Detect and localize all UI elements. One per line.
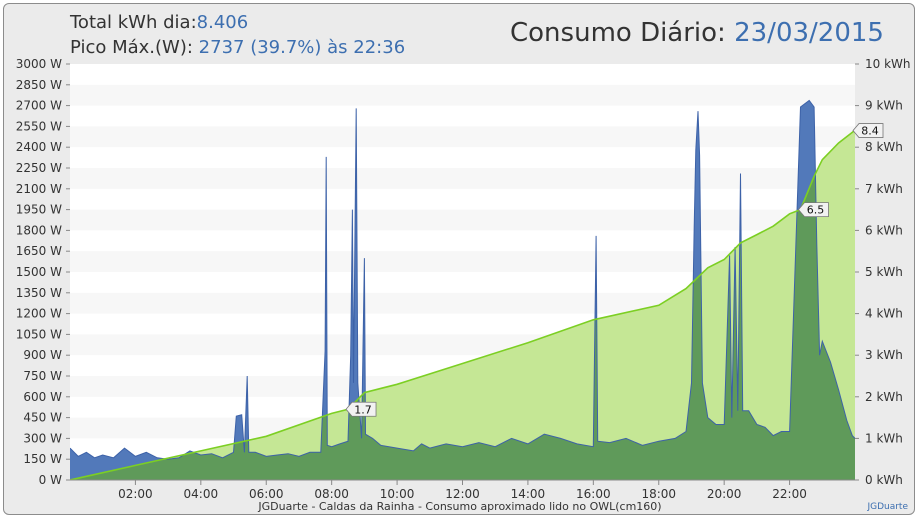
total-kwh-label: Total kWh dia: (70, 12, 197, 33)
annotation-flag (852, 123, 884, 138)
annotation-label: 8.4 (861, 125, 879, 138)
overlap-group (70, 130, 855, 480)
y-left-tick-label: 3000 W (16, 57, 62, 71)
y-right-tick-label: 0 kWh (865, 473, 903, 487)
y-left-tick-label: 1650 W (16, 244, 62, 258)
grid-band (70, 188, 855, 210)
y-left-tick-label: 2400 W (16, 140, 62, 154)
annotation-label: 6.5 (807, 204, 825, 217)
x-tick-label: 14:00 (511, 487, 546, 501)
y-right-tick-label: 6 kWh (865, 223, 903, 237)
total-kwh-row: Total kWh dia:8.406 (70, 12, 248, 33)
annotation-label: 1.7 (354, 403, 372, 416)
y-left-tick-label: 750 W (23, 369, 62, 383)
y-right-tick-label: 8 kWh (865, 140, 903, 154)
x-tick-label: 02:00 (118, 487, 153, 501)
annotation-flag (345, 401, 377, 417)
grid-band (70, 147, 855, 168)
y-right-tick-label: 3 kWh (865, 348, 903, 362)
x-tick-label: 10:00 (380, 487, 415, 501)
y-left-tick-label: 1500 W (16, 265, 62, 279)
y-left-tick-label: 1800 W (16, 223, 62, 237)
energy-annotation: 8.4 (852, 123, 884, 138)
grid-band (70, 230, 855, 252)
y-left-tick-label: 600 W (23, 390, 62, 404)
y-right-tick-label: 2 kWh (865, 390, 903, 404)
x-tick-label: 06:00 (249, 487, 284, 501)
x-tick-label: 22:00 (772, 487, 807, 501)
annotation-flag (797, 202, 829, 217)
x-tick-label: 16:00 (576, 487, 611, 501)
peak-power-label: Pico Máx.(W): (70, 37, 193, 58)
y-left-tick-label: 1050 W (16, 327, 62, 341)
grid-band (70, 105, 855, 127)
y-left-tick-label: 0 W (39, 473, 62, 487)
peak-power-value: 2737 (39.7%) às 22:36 (198, 37, 406, 58)
x-tick-label: 08:00 (314, 487, 349, 501)
y-right-tick-label: 7 kWh (865, 182, 903, 196)
y-left-tick-label: 2850 W (16, 78, 62, 92)
y-left-tick-label: 2550 W (16, 119, 62, 133)
y-right-tick-label: 1 kWh (865, 431, 903, 445)
credit-link[interactable]: JGDuarte (867, 502, 908, 512)
x-tick-label: 04:00 (184, 487, 219, 501)
x-tick-label: 20:00 (707, 487, 742, 501)
peak-power-row: Pico Máx.(W): 2737 (39.7%) às 22:36 (70, 37, 405, 58)
y-left-tick-label: 900 W (23, 348, 62, 362)
total-kwh-value: 8.406 (196, 12, 249, 33)
y-left-tick-label: 1350 W (16, 286, 62, 300)
y-right-tick-label: 4 kWh (865, 307, 903, 321)
y-left-tick-label: 1950 W (16, 203, 62, 217)
energy-area (70, 130, 855, 480)
grid-band (70, 272, 855, 293)
y-right-tick-label: 10 kWh (865, 57, 911, 71)
y-right-tick-label: 9 kWh (865, 99, 903, 113)
title-label: Consumo Diário: (510, 18, 726, 48)
y-left-tick-label: 150 W (23, 452, 62, 466)
x-tick-label: 18:00 (641, 487, 676, 501)
title-date: 23/03/2015 (734, 18, 884, 48)
y-left-tick-label: 450 W (23, 411, 62, 425)
y-right-tick-label: 5 kWh (865, 265, 903, 279)
y-left-tick-label: 2250 W (16, 161, 62, 175)
footer-caption: JGDuarte - Caldas da Rainha - Consumo ap… (258, 500, 662, 513)
energy-annotation: 1.7 (345, 401, 377, 417)
grid-band (70, 64, 855, 85)
x-tick-label: 12:00 (445, 487, 480, 501)
y-left-tick-label: 300 W (23, 431, 62, 445)
y-left-tick-label: 2700 W (16, 99, 62, 113)
y-left-tick-label: 1200 W (16, 307, 62, 321)
power-overlap-area (70, 130, 855, 480)
energy-annotation: 6.5 (797, 202, 829, 217)
page-title: Consumo Diário: 23/03/2015 (510, 18, 884, 48)
power-line (70, 99, 855, 460)
y-left-tick-label: 2100 W (16, 182, 62, 196)
